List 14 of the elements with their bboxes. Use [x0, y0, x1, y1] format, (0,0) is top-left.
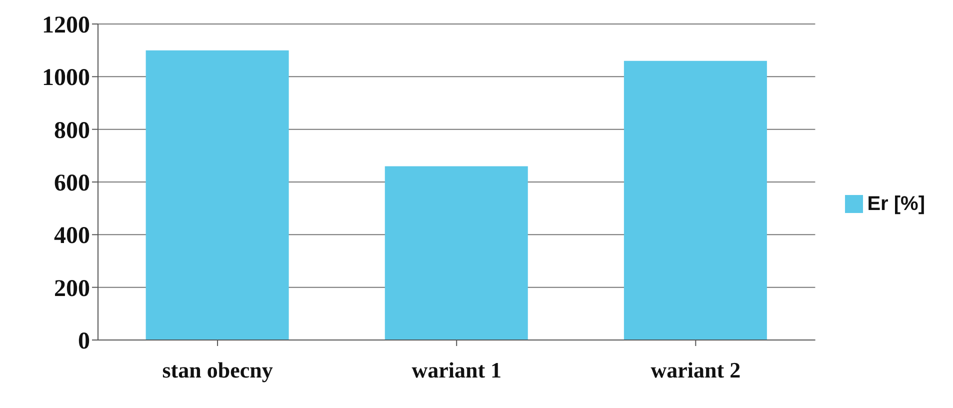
bar	[624, 60, 767, 340]
bar	[146, 50, 289, 340]
y-tick-label: 0	[78, 328, 90, 355]
y-tick-label: 600	[54, 170, 90, 197]
y-tick-label: 1200	[42, 12, 90, 39]
bar	[384, 166, 528, 340]
y-tick-label: 200	[54, 276, 90, 302]
x-tick-label: wariant 1	[412, 358, 502, 383]
legend-label: Er [%]	[867, 192, 925, 214]
y-tick-label: 1000	[42, 65, 90, 92]
y-tick-label: 400	[54, 223, 90, 250]
y-tick-label: 800	[54, 118, 90, 144]
x-tick-label: stan obecny	[162, 358, 273, 383]
x-tick-label: wariant 2	[650, 358, 741, 383]
